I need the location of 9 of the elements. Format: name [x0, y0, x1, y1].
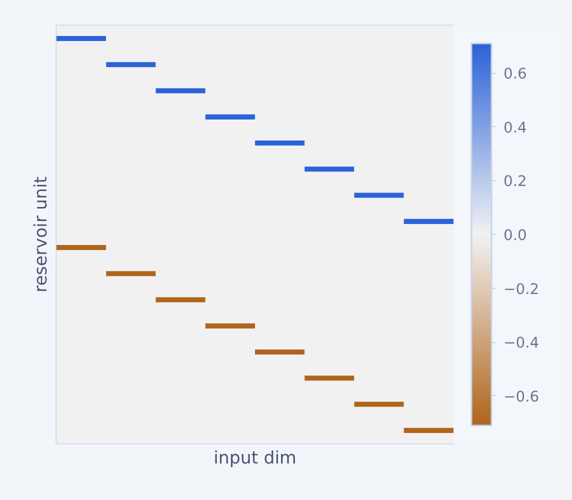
y-axis-title: reservoir unit [32, 176, 52, 293]
color-bar-label: 0.2 [504, 173, 527, 190]
x-axis-title: input dim [214, 448, 296, 468]
color-bar-label: 0.0 [504, 227, 527, 244]
color-bar-label: −0.2 [504, 280, 540, 298]
color-bar-label: −0.6 [504, 388, 540, 406]
color-bar-label: 0.6 [504, 66, 527, 83]
color-bar-label: −0.4 [504, 334, 540, 352]
color-bar-label: 0.4 [504, 119, 527, 136]
